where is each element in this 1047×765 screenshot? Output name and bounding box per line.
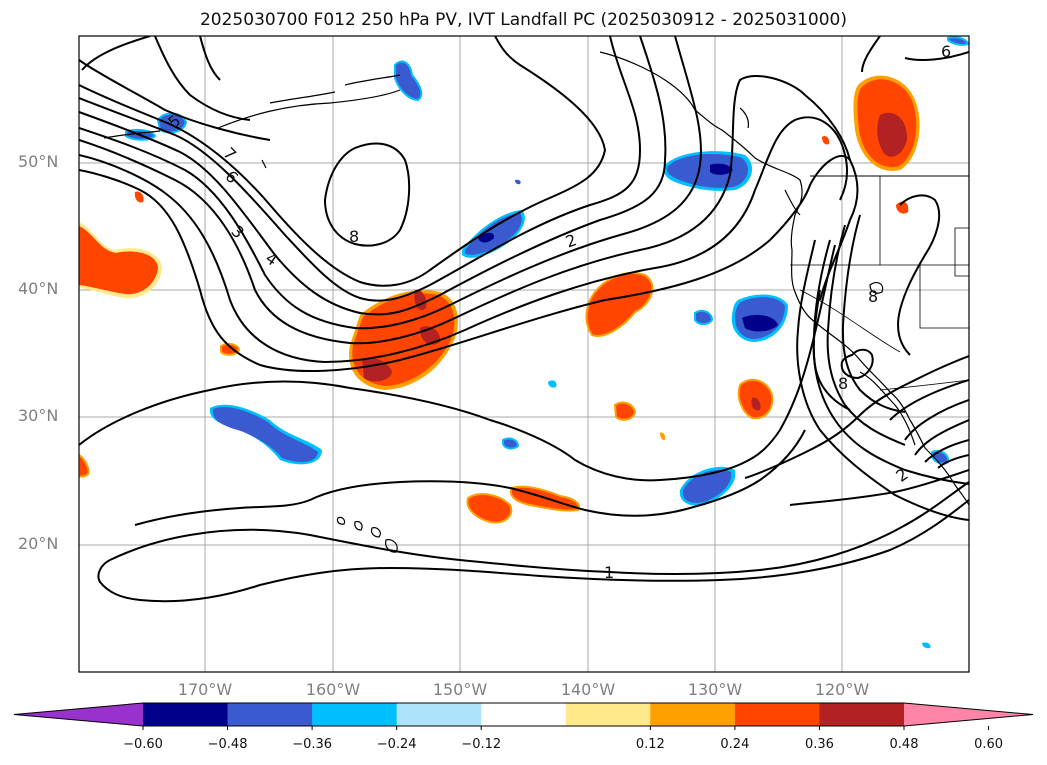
latitude-label: 20°N (18, 534, 59, 553)
colorbar-segment (650, 703, 736, 726)
colorbar-segment (565, 703, 651, 726)
colorbar-tick-label: 0.24 (720, 737, 750, 752)
colorbar-segment (819, 703, 905, 726)
colorbar-segment (734, 703, 820, 726)
colorbar-tick-label: −0.24 (376, 737, 417, 752)
longitude-label: 130°W (687, 680, 743, 699)
colorbar-tick-label: 0.36 (804, 737, 834, 752)
map-frame (78, 35, 970, 673)
colorbar-extend-right (904, 703, 1033, 726)
longitude-label: 170°W (177, 680, 233, 699)
longitude-label: 150°W (432, 680, 488, 699)
longitude-label: 160°W (305, 680, 361, 699)
latitude-label: 30°N (18, 406, 59, 425)
colorbar-segment (396, 703, 482, 726)
contour-label: 8 (838, 374, 848, 393)
colorbar-tick-label: −0.12 (461, 737, 502, 752)
colorbar-segment (312, 703, 398, 726)
colorbar (13, 702, 1034, 730)
pv-positive-anomalies (79, 75, 920, 524)
map-title: 2025030700 F012 250 hPa PV, IVT Landfall… (199, 10, 847, 30)
longitude-label: 120°W (814, 680, 870, 699)
colorbar-tick-label: −0.48 (207, 737, 248, 752)
contour-label: 1 (604, 563, 614, 582)
contour-label: 8 (868, 287, 878, 306)
colorbar-tick-label: 0.48 (889, 737, 919, 752)
colorbar-segment (227, 703, 313, 726)
latitude-label: 40°N (18, 279, 59, 298)
pv-contours (79, 36, 969, 603)
colorbar-tick-label: 0.60 (974, 737, 1004, 752)
latitude-label: 50°N (18, 152, 59, 171)
colorbar-segment (143, 703, 229, 726)
colorbar-segment (481, 703, 567, 726)
colorbar-tick-label: 0.12 (635, 737, 665, 752)
coastlines (103, 51, 969, 553)
contour-label: 6 (941, 42, 951, 61)
longitude-label: 140°W (560, 680, 616, 699)
colorbar-tick-label: −0.60 (123, 737, 163, 752)
contour-label: 8 (349, 227, 359, 246)
colorbar-tick-label: −0.36 (292, 737, 333, 752)
colorbar-extend-left (14, 703, 143, 726)
